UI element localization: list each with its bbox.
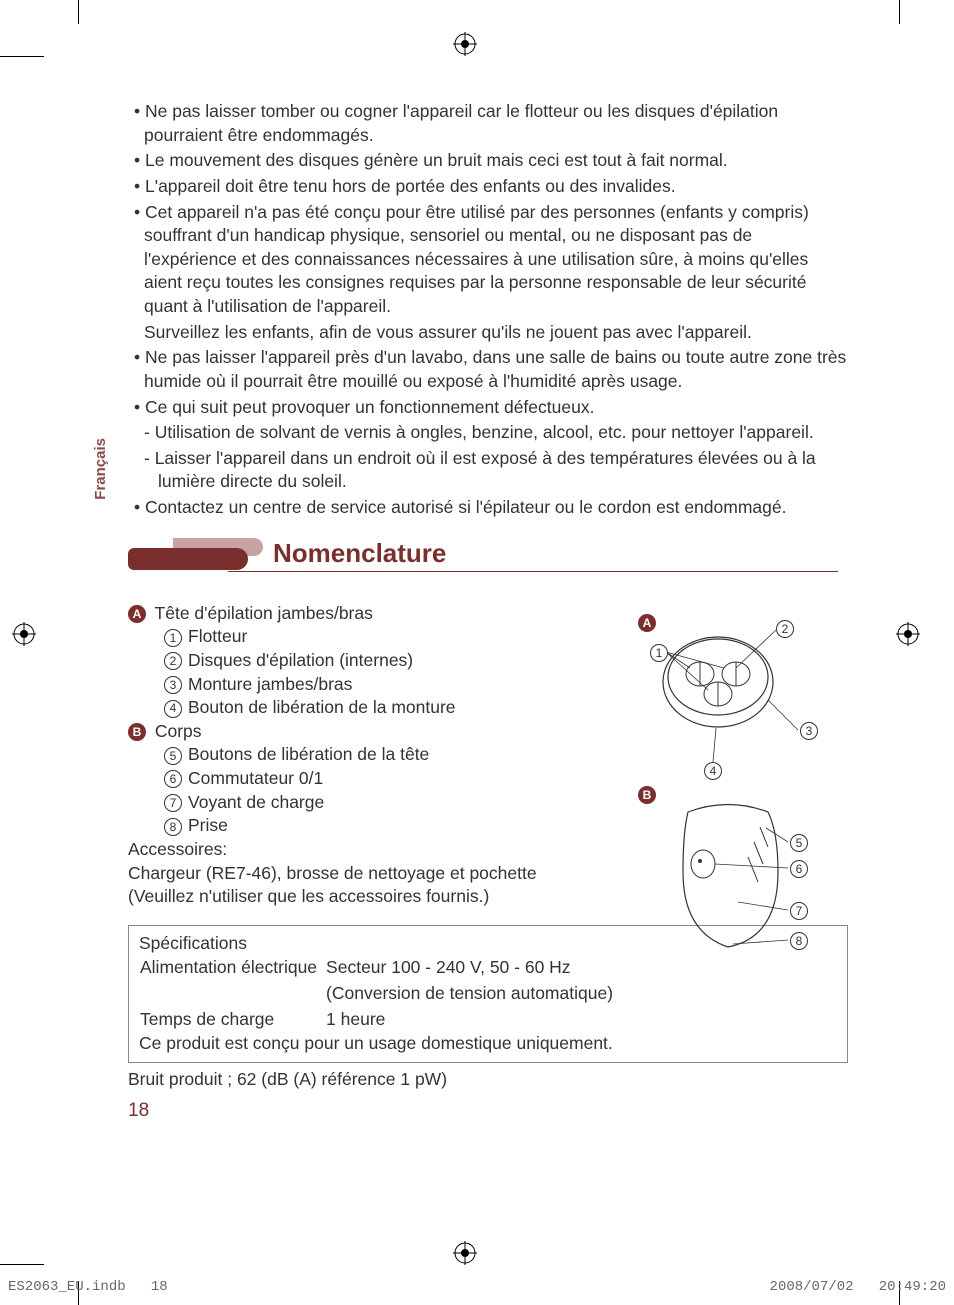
heading-decoration — [128, 548, 248, 570]
spec-note: Ce produit est conçu pour un usage domes… — [139, 1032, 837, 1056]
bullet-item: • Contactez un centre de service autoris… — [128, 496, 848, 520]
diagram-number-badge: 1 — [650, 644, 668, 662]
diagram-letter-badge: B — [638, 786, 656, 804]
item-number-badge: 1 — [164, 629, 182, 647]
bullet-item: • Ne pas laisser l'appareil près d'un la… — [128, 346, 848, 393]
nomenclature-item: 6Commutateur 0/1 — [164, 767, 628, 791]
item-number-badge: 7 — [164, 794, 182, 812]
registration-mark-icon — [453, 32, 477, 56]
section-letter-badge: B — [128, 723, 146, 741]
noise-line: Bruit produit ; 62 (dB (A) référence 1 p… — [128, 1069, 848, 1090]
heading-underline — [228, 571, 838, 572]
spec-value: Secteur 100 - 240 V, 50 - 60 Hz — [325, 955, 621, 981]
nomenclature-item: 1Flotteur — [164, 625, 628, 649]
bullet-item: • Le mouvement des disques génère un bru… — [128, 149, 848, 173]
footer-timestamp: 2008/07/02 20:49:20 — [770, 1279, 946, 1295]
spec-row: (Conversion de tension automatique) — [139, 981, 621, 1007]
bullet-item: • Cet appareil n'a pas été conçu pour êt… — [128, 201, 848, 319]
nomenclature-section: B Corps — [128, 720, 628, 744]
item-number-badge: 5 — [164, 747, 182, 765]
crop-mark — [899, 0, 900, 24]
diagram-number-badge: 8 — [790, 932, 808, 950]
diagram-number-badge: 4 — [704, 762, 722, 780]
diagram-letter-badge: A — [638, 614, 656, 632]
nomenclature-item: 8Prise — [164, 814, 628, 838]
bullet-item: • Ne pas laisser tomber ou cogner l'appa… — [128, 100, 848, 147]
accessories-text: Chargeur (RE7-46), brosse de nettoyage e… — [128, 862, 628, 886]
crop-mark — [0, 56, 44, 57]
bullet-item: Surveillez les enfants, afin de vous ass… — [128, 321, 848, 345]
item-number-badge: 8 — [164, 818, 182, 836]
footer-filename: ES2063_EU.indb 18 — [8, 1279, 168, 1295]
bullet-item: • Ce qui suit peut provoquer un fonction… — [128, 396, 848, 420]
item-number-badge: 3 — [164, 676, 182, 694]
page-content: • Ne pas laisser tomber ou cogner l'appa… — [128, 100, 848, 1122]
diagram-number-badge: 3 — [800, 722, 818, 740]
bullet-item: - Laisser l'appareil dans un endroit où … — [128, 447, 848, 494]
spec-row: Temps de charge1 heure — [139, 1007, 621, 1033]
diagram-number-badge: 5 — [790, 834, 808, 852]
page-number: 18 — [128, 1100, 848, 1122]
nomenclature-item: 4Bouton de libération de la monture — [164, 696, 628, 720]
section-letter-badge: A — [128, 605, 146, 623]
spec-label: Temps de charge — [139, 1007, 325, 1033]
nomenclature-diagram: AB12345678 — [628, 602, 848, 909]
item-number-badge: 4 — [164, 700, 182, 718]
nomenclature-item: 2Disques d'épilation (internes) — [164, 649, 628, 673]
spec-label: Alimentation électrique — [139, 955, 325, 981]
registration-mark-icon — [12, 622, 36, 646]
accessories-note: (Veuillez n'utiliser que les accessoires… — [128, 885, 628, 909]
nomenclature-item: 5Boutons de libération de la tête — [164, 743, 628, 767]
item-number-badge: 2 — [164, 652, 182, 670]
language-tab: Français — [92, 438, 109, 500]
section-heading: Nomenclature — [273, 538, 446, 569]
item-number-badge: 6 — [164, 770, 182, 788]
nomenclature-section: A Tête d'épilation jambes/bras — [128, 602, 628, 626]
heading-bar: Nomenclature — [128, 538, 848, 574]
registration-mark-icon — [896, 622, 920, 646]
registration-mark-icon — [453, 1241, 477, 1265]
bullet-item: - Utilisation de solvant de vernis à ong… — [128, 421, 848, 445]
crop-mark — [78, 0, 79, 24]
spec-value: (Conversion de tension automatique) — [325, 981, 621, 1007]
nomenclature-item: 7Voyant de charge — [164, 791, 628, 815]
nomenclature-item: 3Monture jambes/bras — [164, 673, 628, 697]
crop-mark — [0, 1264, 44, 1265]
bullet-item: • L'appareil doit être tenu hors de port… — [128, 175, 848, 199]
accessories-heading: Accessoires: — [128, 838, 628, 862]
diagram-number-badge: 6 — [790, 860, 808, 878]
diagram-number-badge: 7 — [790, 902, 808, 920]
diagram-number-badge: 2 — [776, 620, 794, 638]
spec-row: Alimentation électriqueSecteur 100 - 240… — [139, 955, 621, 981]
spec-value: 1 heure — [325, 1007, 621, 1033]
